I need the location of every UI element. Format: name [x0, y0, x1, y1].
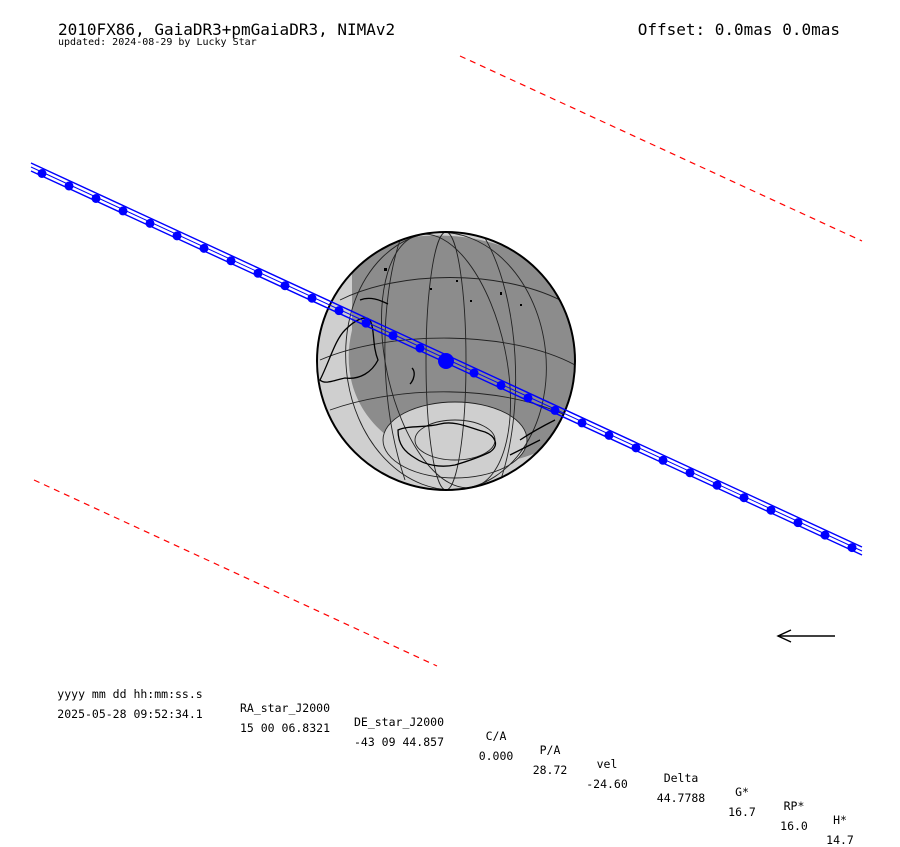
time-marker-dot — [118, 206, 128, 216]
col-datetime-header: yyyy mm dd hh:mm:ss.s — [57, 687, 203, 701]
vel-value: -24.60 — [586, 777, 628, 791]
time-marker-dot — [280, 281, 290, 291]
time-marker-dot — [604, 430, 614, 440]
rp-value: 16.0 — [780, 819, 808, 833]
time-marker-dot — [577, 418, 587, 428]
time-marker-dot — [199, 243, 209, 253]
col-delta-header: Delta — [663, 771, 699, 785]
time-marker-dot — [631, 443, 641, 453]
datetime-value: 2025-05-28 09:52:34.1 — [57, 707, 203, 721]
time-marker-dot — [469, 368, 479, 378]
pa-value: 28.72 — [532, 763, 568, 777]
time-marker-dot — [361, 318, 371, 328]
time-marker-dot — [658, 455, 668, 465]
lower-limit-line — [33, 479, 438, 667]
col-ra-header: RA_star_J2000 — [239, 701, 331, 715]
delta-value: 44.7788 — [656, 791, 706, 805]
time-marker-dot — [415, 343, 425, 353]
time-marker-dot — [37, 169, 47, 178]
time-marker-dot — [307, 293, 317, 303]
shadow-path — [30, 162, 863, 556]
time-marker-dot — [226, 256, 236, 266]
col-ca-header: C/A — [485, 729, 507, 743]
occultation-map — [30, 55, 863, 667]
col-g-header: G* — [735, 785, 749, 799]
time-marker-dot — [496, 380, 506, 390]
time-marker-dot — [64, 181, 74, 191]
time-marker-dot — [334, 306, 344, 316]
time-marker-dot — [91, 193, 101, 203]
ra-value: 15 00 06.8321 — [239, 721, 331, 735]
h-value: 14.7 — [826, 833, 854, 847]
table-value-row: 2025-05-28 09:52:34.1 15 00 06.8321 -43 … — [0, 693, 854, 847]
time-marker-dot — [172, 231, 182, 241]
time-marker-dot — [793, 518, 803, 528]
de-value: -43 09 44.857 — [353, 735, 445, 749]
col-rp-header: RP* — [783, 799, 805, 813]
time-marker-dot — [739, 493, 749, 503]
offset-readout: Offset: 0.0mas 0.0mas — [637, 20, 840, 39]
time-marker-dot — [523, 393, 533, 403]
update-note: updated: 2024-08-29 by Lucky Star — [58, 37, 257, 48]
time-marker-dot — [145, 218, 155, 228]
upper-limit-line — [459, 55, 863, 242]
time-marker-dot — [550, 405, 560, 415]
time-marker-dot — [820, 530, 830, 540]
earth-globe — [316, 231, 576, 491]
g-value: 16.7 — [728, 805, 756, 819]
col-vel-header: vel — [596, 757, 618, 771]
event-title: 2010FX86, GaiaDR3+pmGaiaDR3, NIMAv2 — [58, 20, 396, 39]
time-marker-dot — [847, 543, 857, 553]
time-marker-dot — [712, 480, 722, 490]
time-marker-dot — [388, 331, 398, 341]
arrow-left-icon — [776, 629, 835, 643]
time-marker-dot — [253, 268, 263, 278]
time-marker-dot — [766, 505, 776, 515]
col-pa-header: P/A — [539, 743, 561, 757]
col-h-header: H* — [833, 813, 847, 827]
ca-value: 0.000 — [478, 749, 514, 763]
col-de-header: DE_star_J2000 — [353, 715, 445, 729]
time-marker-dot — [685, 468, 695, 478]
central-instant-marker — [438, 353, 454, 369]
